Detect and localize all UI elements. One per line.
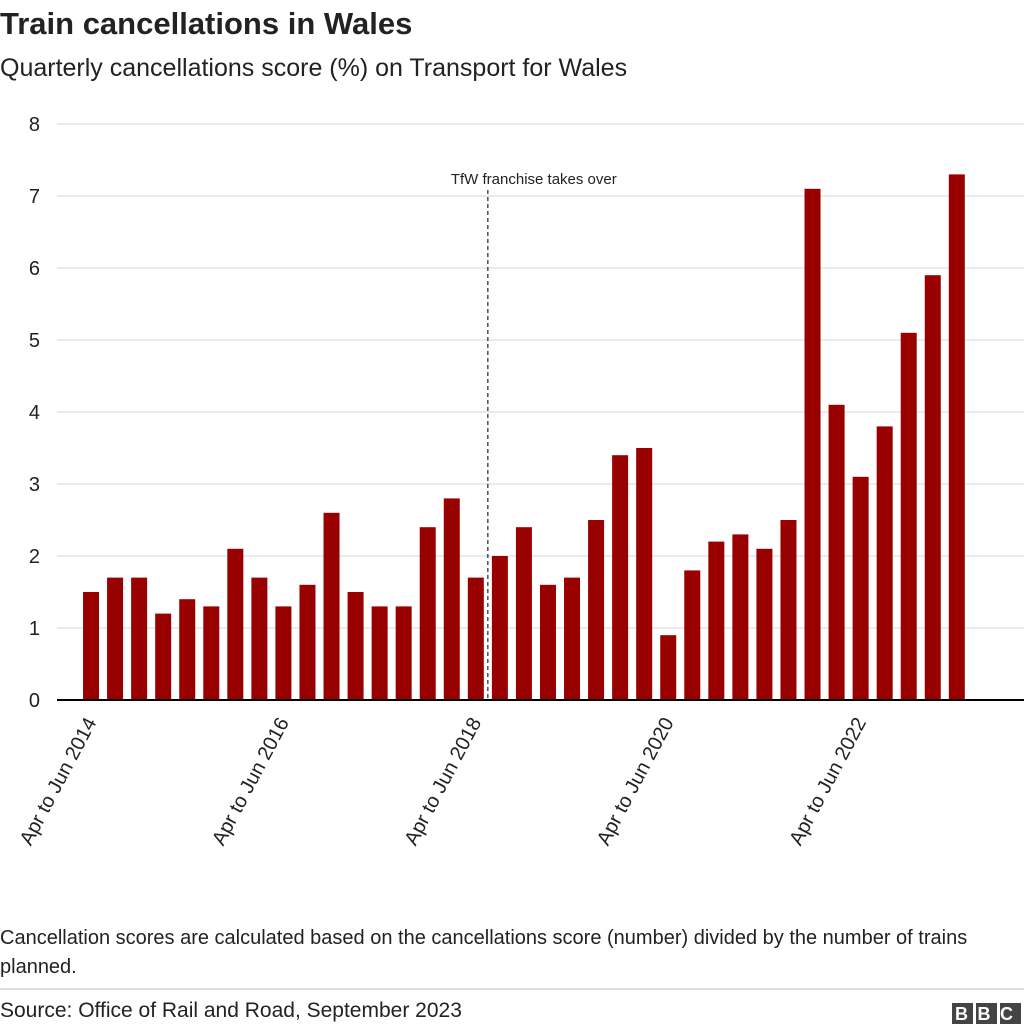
bar	[804, 188, 821, 701]
bar	[852, 476, 869, 700]
note-box: Cancellation scores are calculated based…	[0, 927, 968, 978]
x-tick-label: Apr to Jun 2014	[16, 714, 102, 849]
chart-title: Train cancellations in Wales	[0, 6, 412, 41]
bar	[371, 606, 388, 700]
bar	[107, 577, 124, 700]
x-tick-label: Apr to Jun 2022	[785, 714, 871, 849]
bar	[155, 613, 172, 700]
bar	[732, 534, 749, 700]
y-tick-label: 0	[29, 690, 40, 712]
source: Source: Office of Rail and Road, Septemb…	[0, 999, 462, 1022]
y-tick-label: 7	[29, 186, 40, 208]
logo-box	[976, 1003, 997, 1024]
bar	[539, 584, 556, 700]
bar	[948, 174, 965, 700]
y-tick-label: 4	[29, 402, 40, 424]
bar	[347, 592, 364, 700]
y-tick-label: 8	[29, 114, 40, 136]
bar	[443, 498, 460, 700]
logo: BBC	[952, 1003, 1023, 1024]
bar	[323, 512, 340, 700]
bar	[684, 570, 701, 700]
bar	[564, 577, 581, 700]
y-tick-label: 5	[29, 330, 40, 352]
chart-subtitle: Quarterly cancellations score (%) on Tra…	[0, 54, 627, 82]
bar	[131, 577, 148, 700]
bar	[612, 455, 629, 700]
y-tick-label: 6	[29, 258, 40, 280]
bar	[756, 548, 773, 700]
bar	[828, 404, 845, 700]
bar	[179, 599, 196, 700]
bar	[251, 577, 268, 700]
bar	[876, 426, 893, 700]
annotation: TfW franchise takes over	[451, 171, 617, 188]
bar	[900, 332, 917, 700]
bar	[203, 606, 220, 700]
y-tick-label: 2	[29, 546, 40, 568]
bar	[636, 448, 653, 700]
bar	[467, 577, 484, 700]
bar	[275, 606, 292, 700]
bar	[708, 541, 725, 700]
bar	[395, 606, 412, 700]
x-tick-label: Apr to Jun 2020	[593, 714, 679, 849]
bar	[924, 275, 941, 700]
x-tick-label: Apr to Jun 2016	[208, 714, 294, 849]
logo-box	[1000, 1003, 1021, 1024]
bar	[299, 584, 316, 700]
x-tick-label: Apr to Jun 2018	[401, 714, 487, 849]
bar	[515, 527, 532, 700]
logo-box	[952, 1003, 973, 1024]
bar	[491, 556, 508, 700]
note: Cancellation scores are calculated based…	[0, 927, 968, 978]
logo-text: BBC	[955, 1004, 1023, 1024]
bar	[780, 520, 797, 700]
bar	[83, 592, 100, 700]
bar	[227, 548, 244, 700]
bar	[419, 527, 436, 700]
bar	[588, 520, 605, 700]
y-tick-label: 3	[29, 474, 40, 496]
y-tick-label: 1	[29, 618, 40, 640]
bar	[660, 635, 677, 700]
